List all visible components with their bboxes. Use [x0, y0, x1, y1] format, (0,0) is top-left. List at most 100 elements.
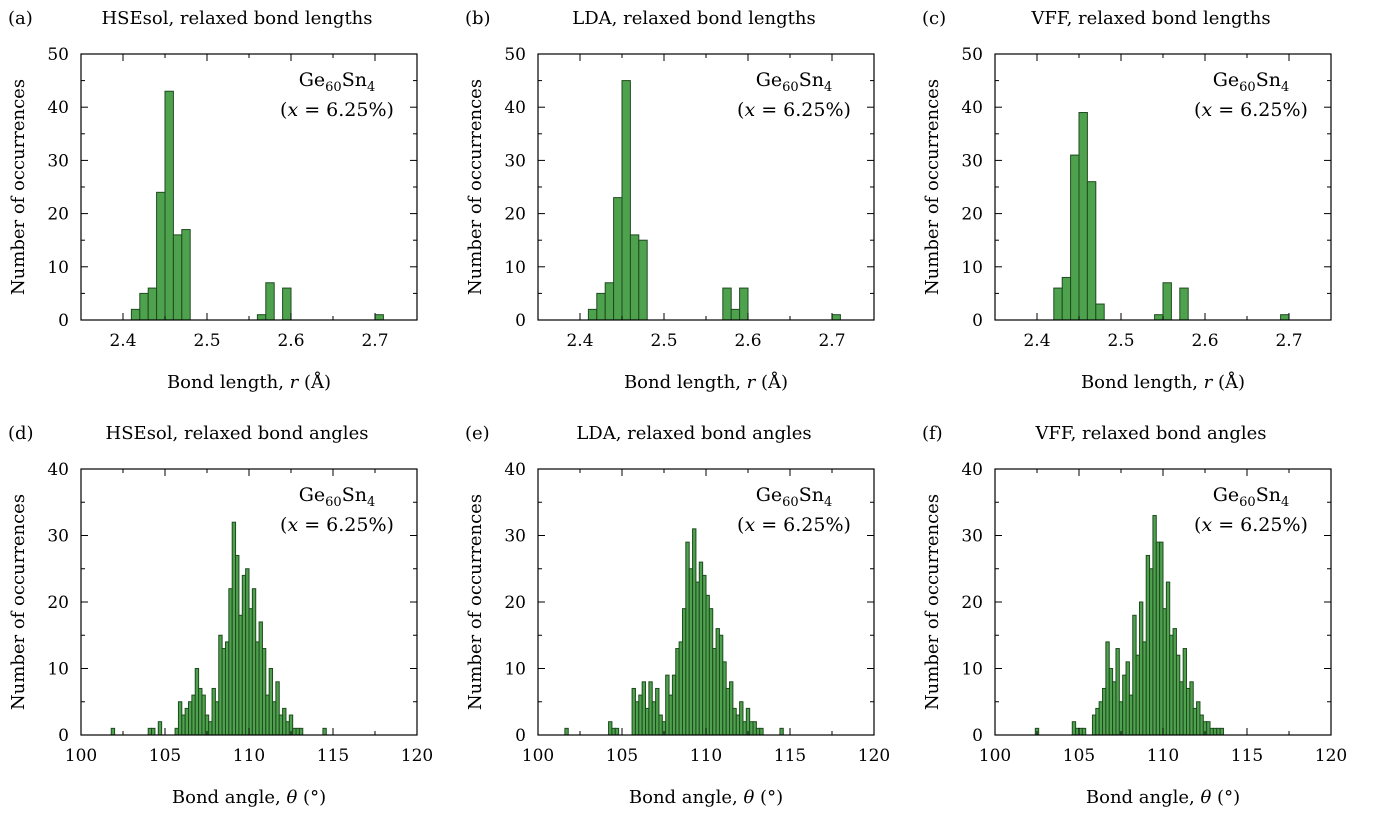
histogram-bar: [1138, 601, 1144, 736]
histogram-bar: [1061, 276, 1072, 321]
histogram-bar: [1081, 727, 1087, 736]
histogram-bar: [1182, 648, 1188, 736]
histogram-bar: [725, 687, 731, 736]
y-axis-label: Number of occurrences: [922, 494, 943, 710]
histogram-bar: [282, 287, 292, 321]
x-axis-label: Bond length, r (Å): [1081, 371, 1245, 393]
histogram-bar: [1216, 727, 1221, 736]
histogram-bar: [1199, 714, 1204, 736]
histogram-bar: [613, 197, 623, 321]
histogram-bar: [671, 674, 677, 736]
x-tick-label: 2.7: [818, 331, 845, 351]
panel-letter: (b): [465, 8, 491, 29]
histogram-bar: [1219, 727, 1224, 736]
histogram-bar: [1155, 541, 1161, 736]
histogram-bar: [648, 681, 653, 736]
fraction-annotation: (x = 6.25%): [1194, 99, 1308, 121]
y-tick-label: 10: [961, 660, 983, 680]
y-tick-label: 40: [47, 460, 69, 480]
histogram-bar: [214, 701, 220, 736]
histogram-bar: [1162, 608, 1167, 736]
histogram-bar: [181, 714, 186, 736]
histogram-bar: [174, 727, 179, 736]
x-tick-label: 105: [606, 746, 638, 766]
histogram-bar: [705, 594, 710, 736]
panel-c: (c) VFF, relaxed bond lengths 2.4 2.5 2.6 2.7…: [922, 8, 1332, 393]
histogram-bar: [298, 727, 304, 736]
x-axis-label: Bond length, r (Å): [624, 371, 788, 393]
y-tick-label: 30: [47, 527, 69, 547]
histogram-bar: [194, 668, 200, 736]
histogram-bar: [1192, 707, 1198, 736]
x-tick-label: 115: [774, 746, 806, 766]
histogram-bar: [177, 701, 183, 736]
histogram-bar: [147, 287, 158, 321]
histogram-bar: [634, 701, 640, 736]
histogram-bar: [755, 727, 761, 736]
histogram-bar: [272, 701, 277, 736]
histogram-bar: [779, 727, 784, 736]
histogram-bar: [1165, 581, 1171, 736]
histogram-bar: [596, 292, 606, 321]
histogram-bar: [265, 694, 270, 736]
histogram-bar: [749, 721, 754, 736]
y-axis-label: Number of occurrences: [465, 79, 486, 295]
histogram-bar: [1175, 654, 1181, 736]
histogram-bar: [614, 727, 620, 736]
histogram-bar: [611, 727, 616, 736]
histogram-bar: [658, 714, 663, 736]
histogram-bar: [211, 687, 216, 736]
histogram-bar: [322, 727, 327, 736]
histogram-bar: [645, 707, 650, 736]
x-tick-label: 2.5: [1107, 331, 1134, 351]
y-tick-label: 10: [47, 258, 69, 278]
histogram-bar: [668, 694, 673, 736]
y-tick-label: 20: [47, 593, 69, 613]
y-tick-label: 20: [47, 205, 69, 225]
histogram-bar: [164, 90, 174, 321]
histogram-bar: [1145, 554, 1151, 736]
panel-letter: (f): [922, 423, 943, 444]
histogram-bar: [278, 714, 284, 736]
x-tick-label: 2.7: [1275, 331, 1302, 351]
histogram-bar: [275, 681, 280, 736]
histogram-bar: [692, 528, 697, 736]
histogram-bar: [1212, 727, 1218, 736]
histogram-bar: [282, 707, 287, 736]
x-tick-label: 2.6: [277, 331, 304, 351]
histogram-bar: [702, 574, 707, 736]
fraction-annotation: (x = 6.25%): [1194, 514, 1308, 536]
histogram-bar: [208, 721, 213, 736]
histogram-bar: [698, 561, 704, 736]
histogram-bar: [638, 694, 643, 736]
y-tick-label: 30: [961, 151, 983, 171]
y-tick-label: 40: [504, 98, 526, 118]
y-tick-label: 20: [961, 205, 983, 225]
histogram-bar: [224, 641, 230, 736]
histogram-bar: [198, 687, 203, 736]
x-tick-label: 110: [233, 746, 265, 766]
y-tick-label: 0: [515, 311, 526, 331]
histogram-bar: [1095, 303, 1105, 321]
histogram-bar: [722, 661, 727, 736]
histogram-bar: [191, 694, 196, 736]
histogram-bar: [231, 521, 237, 736]
histogram-bar: [1102, 687, 1107, 736]
histogram-bar: [228, 588, 233, 736]
y-tick-label: 0: [972, 726, 983, 746]
composition-annotation: Ge60Sn4: [299, 484, 376, 510]
x-tick-label: 120: [401, 746, 433, 766]
histogram-bar: [1179, 681, 1184, 736]
histogram-bar: [374, 314, 384, 321]
y-tick-label: 50: [504, 45, 526, 65]
y-tick-label: 40: [961, 460, 983, 480]
histogram-bar: [1098, 701, 1104, 736]
panel-title: HSEsol, relaxed bond angles: [106, 423, 369, 444]
composition-annotation: Ge60Sn4: [1213, 69, 1290, 95]
y-axis-label: Number of occurrences: [8, 494, 29, 710]
histogram-bar: [292, 727, 297, 736]
histogram-bar: [1115, 648, 1120, 736]
histogram-bar: [631, 687, 636, 736]
x-tick-label: 120: [858, 746, 890, 766]
